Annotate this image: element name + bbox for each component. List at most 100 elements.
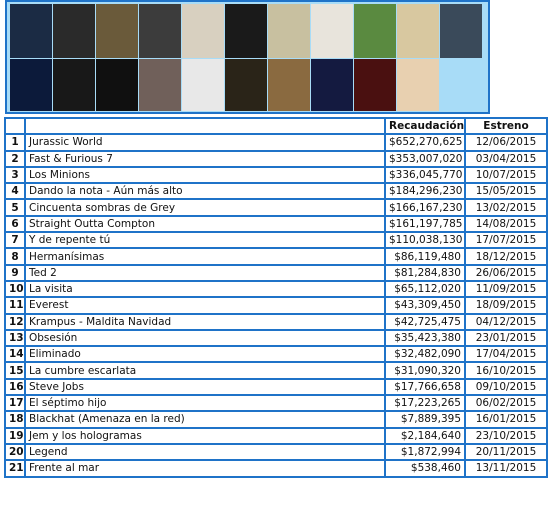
gross: $43,309,450 — [384, 296, 466, 315]
release-date: 13/02/2015 — [464, 198, 548, 217]
release-date: 16/01/2015 — [464, 410, 548, 429]
rank: 15 — [4, 361, 26, 380]
release-date: 17/04/2015 — [464, 345, 548, 364]
title: Blackhat (Amenaza en la red) — [24, 410, 386, 429]
gross: $161,197,785 — [384, 214, 466, 234]
gross: $184,296,230 — [384, 182, 466, 201]
poster — [10, 4, 52, 58]
poster — [182, 4, 224, 58]
header-release: Estreno — [464, 116, 548, 136]
rank: 13 — [4, 328, 26, 348]
table-row: 1 Jurassic World $652,270,625 12/06/2015 — [4, 133, 548, 152]
rank: 2 — [4, 149, 26, 168]
title: Y de repente tú — [24, 231, 386, 250]
title: Frente al mar — [24, 459, 386, 478]
header-cell — [4, 116, 26, 136]
release-date: 23/01/2015 — [464, 328, 548, 348]
table-row: 11 Everest $43,309,450 18/09/2015 — [4, 296, 548, 315]
title: Eliminado — [24, 345, 386, 364]
gross: $65,112,020 — [384, 279, 466, 299]
rank: 20 — [4, 442, 26, 462]
title: Krampus - Maldita Navidad — [24, 312, 386, 331]
release-date: 26/06/2015 — [464, 263, 548, 282]
poster — [440, 4, 482, 58]
title: Everest — [24, 296, 386, 315]
title: Steve Jobs — [24, 377, 386, 397]
release-date: 03/04/2015 — [464, 149, 548, 168]
table-row: 4 Dando la nota - Aún más alto $184,296,23… — [4, 182, 548, 201]
gross: $31,090,320 — [384, 361, 466, 380]
poster — [397, 59, 439, 111]
release-date: 17/07/2015 — [464, 231, 548, 250]
release-date: 23/10/2015 — [464, 426, 548, 445]
release-date: 04/12/2015 — [464, 312, 548, 331]
table-row: 13 Obsesión $35,423,380 23/01/2015 — [4, 328, 548, 348]
header-cell — [24, 116, 386, 136]
box-office-table: Recaudación Estreno 1 Jurassic World $652,… — [4, 116, 548, 478]
poster — [311, 4, 353, 58]
table-row: 8 Hermanísimas $86,119,480 18/12/2015 — [4, 247, 548, 266]
table-row: 3 Los Minions $336,045,770 10/07/2015 — [4, 165, 548, 185]
poster — [182, 59, 224, 111]
table-row: 17 El séptimo hijo $17,223,265 06/02/2015 — [4, 394, 548, 413]
title: El séptimo hijo — [24, 394, 386, 413]
gross: $166,167,230 — [384, 198, 466, 217]
poster — [311, 59, 353, 111]
poster — [225, 59, 267, 111]
table-row: 6 Straight Outta Compton $161,197,785 14/08… — [4, 214, 548, 234]
title: Legend — [24, 442, 386, 462]
rank: 8 — [4, 247, 26, 266]
gross: $652,270,625 — [384, 133, 466, 152]
poster — [53, 59, 95, 111]
poster — [96, 59, 138, 111]
poster — [354, 4, 396, 58]
poster — [354, 59, 396, 111]
title: Hermanísimas — [24, 247, 386, 266]
title: Jurassic World — [24, 133, 386, 152]
title: La cumbre escarlata — [24, 361, 386, 380]
gross: $2,184,640 — [384, 426, 466, 445]
gross: $7,889,395 — [384, 410, 466, 429]
table-row: 21 Frente al mar $538,460 13/11/2015 — [4, 459, 548, 478]
title: Cincuenta sombras de Grey — [24, 198, 386, 217]
poster — [139, 4, 181, 58]
release-date: 18/12/2015 — [464, 247, 548, 266]
rank: 14 — [4, 345, 26, 364]
title: Fast & Furious 7 — [24, 149, 386, 168]
rank: 18 — [4, 410, 26, 429]
gross: $353,007,020 — [384, 149, 466, 168]
gross: $81,284,830 — [384, 263, 466, 282]
gross: $35,423,380 — [384, 328, 466, 348]
rank: 6 — [4, 214, 26, 234]
poster-collage — [5, 0, 490, 114]
table-row: 15 La cumbre escarlata $31,090,320 16/10/20… — [4, 361, 548, 380]
rank: 10 — [4, 279, 26, 299]
poster — [53, 4, 95, 58]
gross: $17,223,265 — [384, 394, 466, 413]
release-date: 11/09/2015 — [464, 279, 548, 299]
release-date: 16/10/2015 — [464, 361, 548, 380]
rank: 3 — [4, 165, 26, 185]
table-row: 20 Legend $1,872,994 20/11/2015 — [4, 442, 548, 462]
release-date: 10/07/2015 — [464, 165, 548, 185]
release-date: 12/06/2015 — [464, 133, 548, 152]
gross: $17,766,658 — [384, 377, 466, 397]
title: Ted 2 — [24, 263, 386, 282]
table-row: 14 Eliminado $32,482,090 17/04/2015 — [4, 345, 548, 364]
poster — [139, 59, 181, 111]
gross: $538,460 — [384, 459, 466, 478]
poster — [96, 4, 138, 58]
rank: 1 — [4, 133, 26, 152]
table-row: 9 Ted 2 $81,284,830 26/06/2015 — [4, 263, 548, 282]
release-date: 09/10/2015 — [464, 377, 548, 397]
title: Dando la nota - Aún más alto — [24, 182, 386, 201]
title: Los Minions — [24, 165, 386, 185]
release-date: 15/05/2015 — [464, 182, 548, 201]
release-date: 13/11/2015 — [464, 459, 548, 478]
table-row: 2 Fast & Furious 7 $353,007,020 03/04/2015 — [4, 149, 548, 168]
poster — [268, 4, 310, 58]
release-date: 20/11/2015 — [464, 442, 548, 462]
rank: 17 — [4, 394, 26, 413]
title: Straight Outta Compton — [24, 214, 386, 234]
